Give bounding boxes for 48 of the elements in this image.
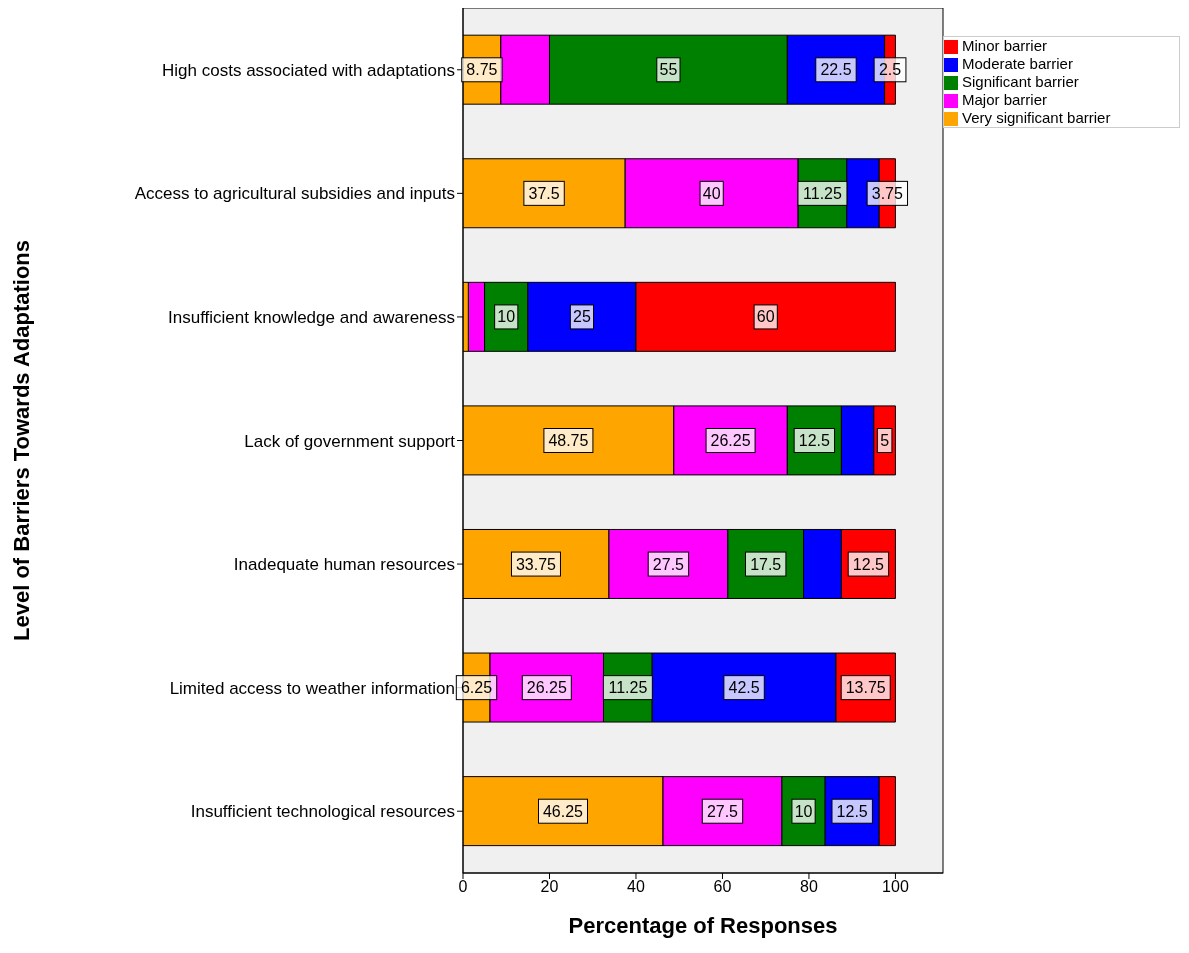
y-tick-label: Inadequate human resources <box>233 555 455 575</box>
data-label: 6.25 <box>460 679 493 697</box>
data-label: 27.5 <box>706 802 739 820</box>
y-tick-label: Lack of government support <box>244 431 456 451</box>
x-tick-label: 80 <box>800 878 818 896</box>
x-tick-label: 20 <box>540 878 559 896</box>
data-label: 55 <box>659 61 678 79</box>
data-label: 26.25 <box>526 679 567 697</box>
data-label: 40 <box>702 184 721 202</box>
data-label: 27.5 <box>652 555 685 573</box>
data-label: 12.5 <box>798 432 831 449</box>
x-tick-label: 100 <box>882 878 909 896</box>
data-label: 8.75 <box>466 61 498 79</box>
data-label: 48.75 <box>548 432 589 449</box>
data-label: 33.75 <box>515 555 557 573</box>
data-label: 46.25 <box>542 802 584 820</box>
legend-label: Moderate barrier <box>962 55 1073 72</box>
x-tick-label: 40 <box>627 878 645 896</box>
legend-label: Very significant barrier <box>962 109 1111 126</box>
y-tick-label: High costs associated with adaptations <box>162 60 455 80</box>
y-axis-title: Level of Barriers Towards Adaptations <box>8 240 34 641</box>
data-label: 5 <box>880 432 890 449</box>
legend-label: Major barrier <box>962 91 1048 108</box>
data-label: 13.75 <box>845 679 886 697</box>
data-label: 37.5 <box>528 184 560 202</box>
data-label: 12.5 <box>852 555 885 573</box>
legend-label: Minor barrier <box>962 37 1048 54</box>
x-tick-label: 60 <box>713 878 732 896</box>
data-label: 10 <box>497 308 516 326</box>
x-axis-title: Percentage of Responses <box>568 913 838 938</box>
data-label: 26.25 <box>710 432 751 449</box>
x-tick-label: 0 <box>458 878 468 896</box>
y-tick-label: Access to agricultural subsidies and inputs <box>134 184 455 204</box>
data-label: 3.75 <box>871 184 903 202</box>
y-tick-label: Insufficient technological resources <box>190 802 455 822</box>
y-tick-label: Insufficient knowledge and awareness <box>168 307 455 327</box>
data-label: 25 <box>573 308 591 326</box>
data-label: 17.5 <box>750 555 782 573</box>
data-label: 12.5 <box>836 802 868 820</box>
data-label: 11.25 <box>608 679 648 697</box>
data-label: 10 <box>794 802 813 820</box>
legend-label: Significant barrier <box>962 73 1079 90</box>
data-label: 42.5 <box>728 679 760 697</box>
data-label: 2.5 <box>878 61 902 79</box>
data-label: 11.25 <box>803 184 842 202</box>
data-label: 22.5 <box>820 61 852 79</box>
y-tick-label: Limited access to weather information <box>169 678 455 698</box>
data-label: 60 <box>756 308 775 326</box>
